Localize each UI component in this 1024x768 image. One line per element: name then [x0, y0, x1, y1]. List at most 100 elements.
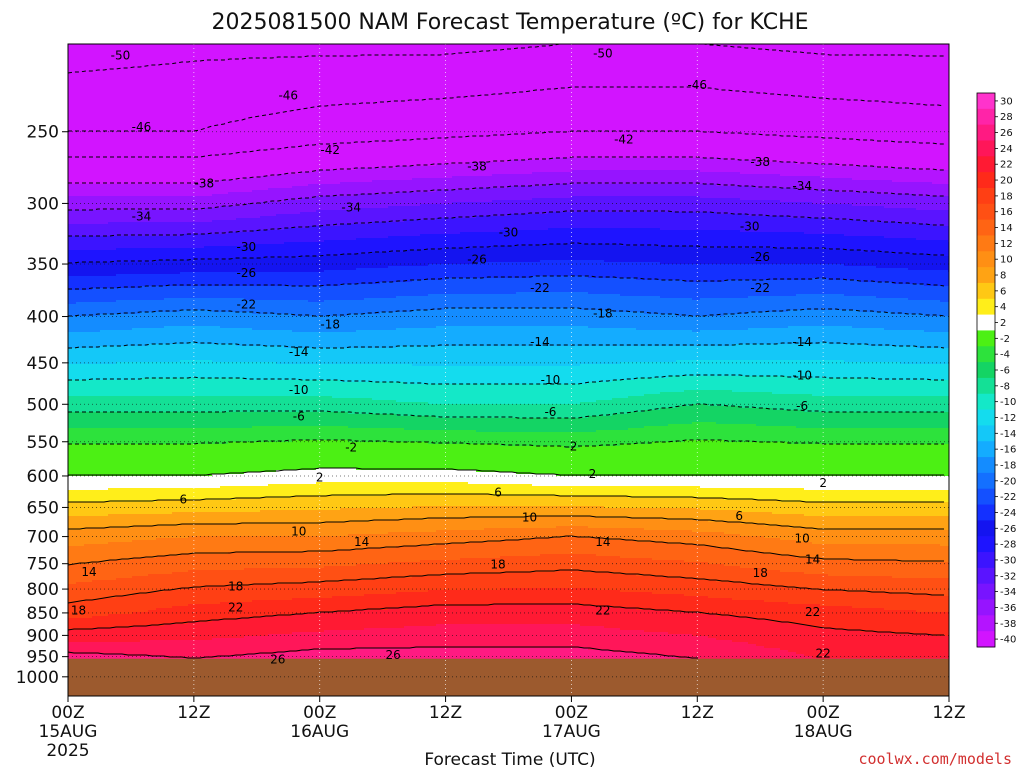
- isotherm-label: -2: [565, 440, 577, 454]
- isotherm-label: -14: [792, 335, 812, 349]
- y-tick-label: 550: [27, 433, 59, 453]
- isotherm-label: -26: [236, 266, 256, 280]
- x-tick-label: 00Z: [51, 703, 84, 723]
- ground-fill: [68, 658, 949, 696]
- colorbar-label: 6: [1000, 286, 1006, 297]
- isotherm-label: 14: [81, 565, 96, 579]
- isotherm-label: -22: [750, 281, 770, 295]
- y-tick-label: 650: [27, 498, 59, 518]
- isotherm-label: -6: [796, 399, 808, 413]
- isotherm-label: 10: [291, 524, 306, 538]
- isotherm-label: -38: [750, 155, 770, 169]
- isotherm-labels: -50 -50 -46 -46 -46 -42 -42 -38 -38 -38 -34 -34 -34 -…: [71, 47, 831, 667]
- colorbar-label: -24: [1000, 508, 1016, 519]
- isotherm-label: -14: [289, 345, 309, 359]
- isotherm-lines: [68, 44, 945, 659]
- colorbar-swatch: [977, 409, 995, 426]
- colorbar-label: 8: [1000, 271, 1006, 282]
- isotherm-label: 22: [595, 604, 610, 618]
- isotherm-label: 10: [522, 511, 537, 525]
- isotherm-label: -26: [750, 250, 770, 264]
- isotherm-label: 10: [795, 531, 810, 545]
- isotherm-label: 18: [228, 580, 243, 594]
- isotherm-line: [68, 374, 944, 385]
- colorbar-label: 12: [1000, 239, 1013, 250]
- colorbar-label: 26: [1000, 128, 1013, 139]
- colorbar-swatch: [977, 346, 995, 363]
- colorbar-legend: 30 28 26 24 22 20 18 16 14 12 10 8 6 4 2 -2 -4 -6 -8 -10 -12…: [976, 92, 1016, 648]
- isotherm-label: -42: [614, 133, 634, 147]
- plot-area: -50 -50 -46 -46 -46 -42 -42 -38 -38 -38 -34 -34 -34 -…: [68, 44, 949, 696]
- isotherm-line: [68, 603, 944, 636]
- isotherm-label: -34: [792, 179, 812, 193]
- colorbar-swatch: [977, 472, 995, 490]
- colorbar-label: -20: [1000, 476, 1016, 487]
- isotherm-label: 14: [354, 535, 369, 549]
- colorbar-swatch: [977, 235, 995, 252]
- isotherm-label: -46: [687, 78, 707, 92]
- isotherm-label: 22: [805, 605, 820, 619]
- y-tick-label: 400: [27, 308, 59, 328]
- colorbar-swatch: [977, 567, 995, 585]
- x-tick-date: 17AUG: [542, 722, 601, 742]
- x-tick-label: 12Z: [177, 703, 210, 723]
- isotherm-label: 22: [816, 646, 831, 660]
- x-tick-label: 00Z: [303, 703, 336, 723]
- colorbar-label: 20: [1000, 176, 1013, 187]
- colorbar-label: -26: [1000, 524, 1016, 535]
- isotherm-label: 22: [228, 600, 243, 614]
- isotherm-label: -42: [320, 143, 340, 157]
- isotherm-label: -46: [132, 120, 152, 134]
- y-tick-label: 1000: [16, 668, 59, 688]
- colorbar-swatch: [977, 330, 995, 347]
- isotherm-label: -30: [236, 240, 256, 254]
- isotherm-label: -22: [236, 298, 256, 312]
- isotherm-label: -30: [740, 219, 760, 233]
- colorbar-swatch: [977, 203, 995, 221]
- isotherm-label: 26: [270, 653, 285, 667]
- colorbar-label: -22: [1000, 492, 1016, 503]
- colorbar-swatch: [977, 425, 995, 442]
- isotherm-label: 18: [71, 604, 86, 618]
- y-tick-label: 450: [27, 354, 59, 374]
- colorbar-swatch: [977, 520, 995, 537]
- colorbar-label: -40: [1000, 635, 1016, 646]
- isotherm-label: -50: [111, 49, 131, 63]
- y-tick-label: 800: [27, 580, 59, 600]
- colorbar-label: -18: [1000, 460, 1016, 471]
- colorbar-label: 24: [1000, 144, 1013, 155]
- isotherm-label: 2: [819, 476, 827, 490]
- isotherm-label: 18: [490, 558, 505, 572]
- colorbar-swatch: [977, 124, 995, 141]
- colorbar-swatch: [977, 314, 995, 331]
- isotherm-label: -10: [289, 383, 309, 397]
- colorbar-label: -36: [1000, 603, 1016, 614]
- isotherm-line: [68, 467, 944, 476]
- colorbar-swatch: [977, 362, 995, 379]
- colorbar-label: -32: [1000, 571, 1016, 582]
- grid-lines: [68, 44, 949, 696]
- isotherm-line: [68, 493, 944, 503]
- isotherm-line: [68, 535, 944, 566]
- colorbar-label: 4: [1000, 302, 1006, 313]
- colorbar-swatch: [977, 599, 995, 616]
- x-tick-year: 2025: [46, 741, 89, 761]
- isotherm-line: [68, 439, 944, 448]
- colorbar-label: -8: [1000, 381, 1010, 392]
- colorbar-swatch: [977, 457, 995, 474]
- colorbar-label: -2: [1000, 334, 1010, 345]
- colorbar-label: 2: [1000, 318, 1006, 329]
- colorbar-swatch: [977, 631, 995, 648]
- y-tick-label: 900: [27, 626, 59, 646]
- colorbar-swatch: [977, 377, 995, 395]
- colorbar-swatch: [977, 108, 995, 126]
- isotherm-label: -34: [132, 209, 152, 223]
- isotherm-label: 6: [180, 492, 188, 506]
- colorbar-swatch: [977, 156, 995, 173]
- y-tick-label: 700: [27, 528, 59, 548]
- y-tick-label: 300: [27, 194, 59, 214]
- colorbar-label: -28: [1000, 540, 1016, 551]
- colorbar-label: -6: [1000, 366, 1010, 377]
